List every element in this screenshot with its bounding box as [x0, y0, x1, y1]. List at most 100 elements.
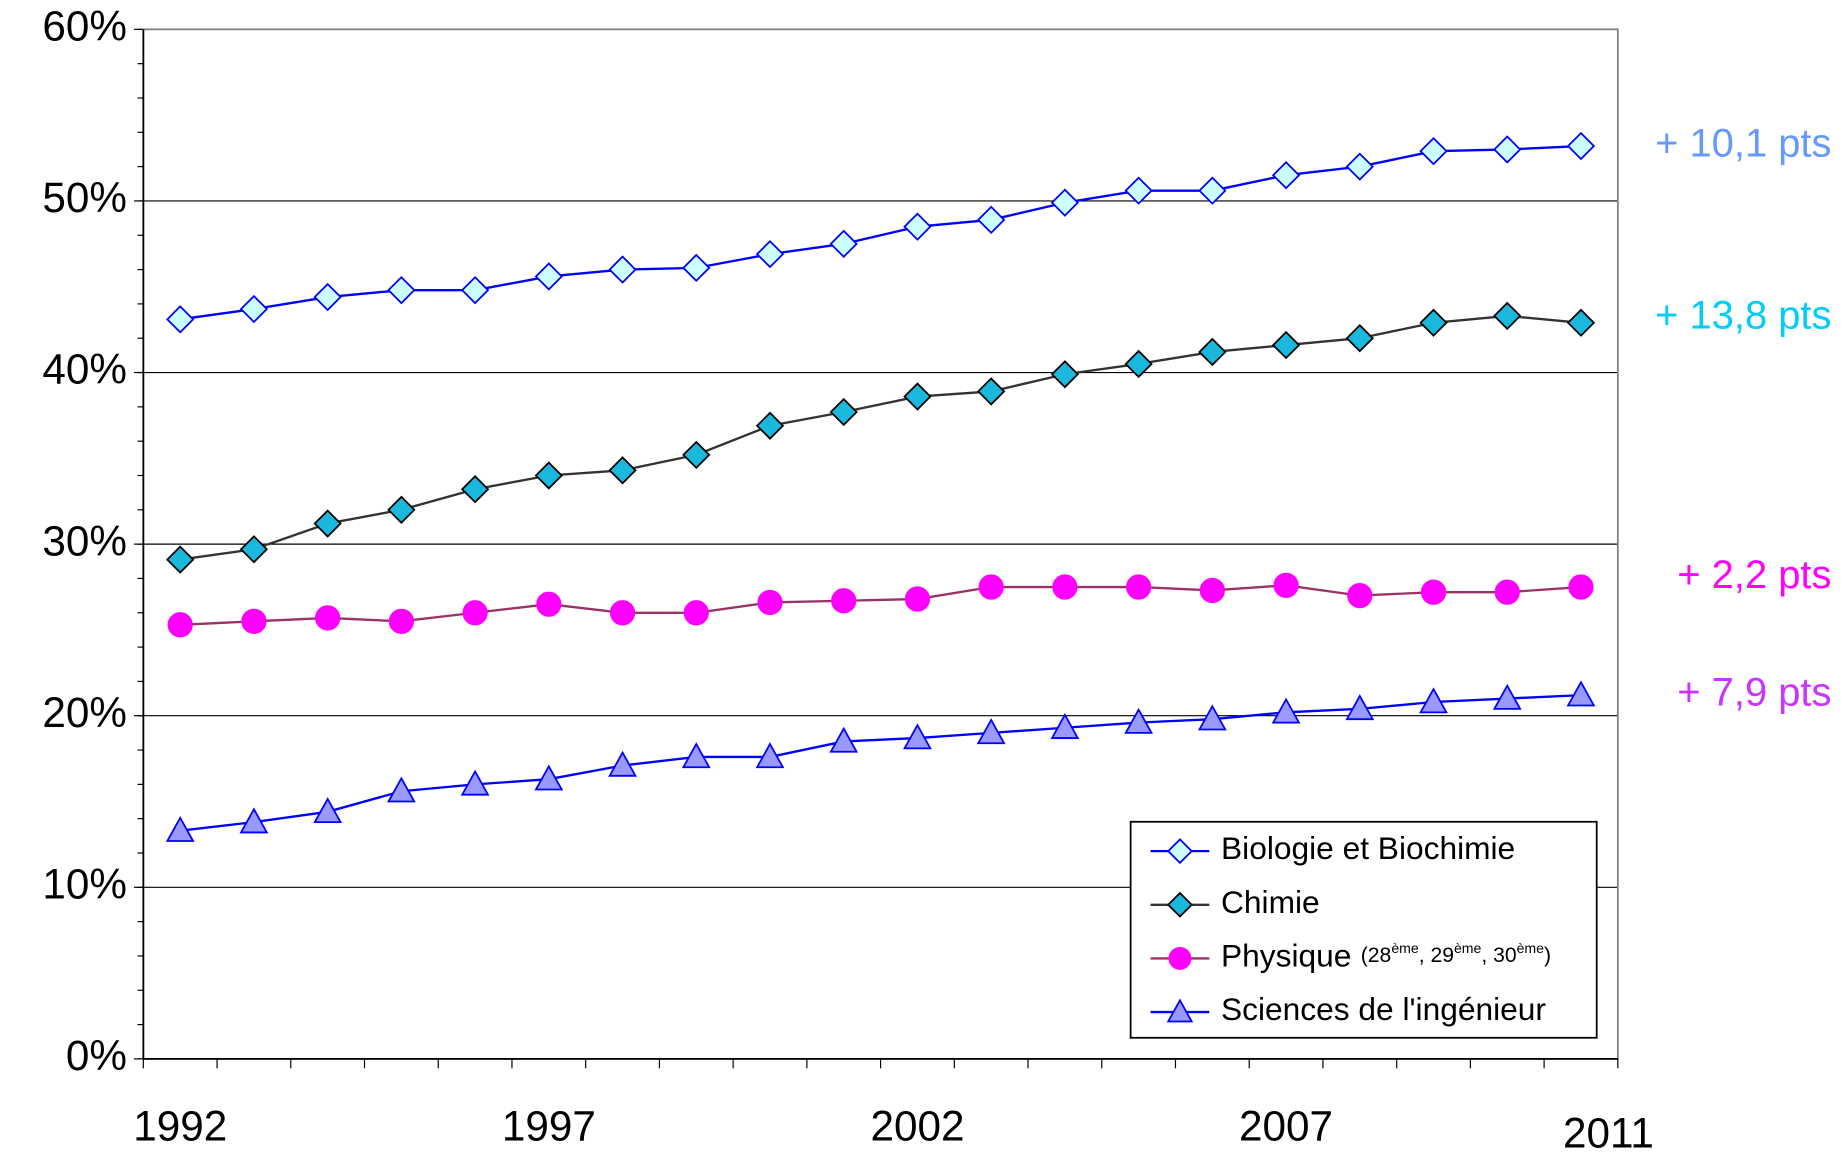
point [388, 608, 414, 634]
point [829, 397, 858, 427]
point [1124, 349, 1153, 379]
legend-note: , 29 [1419, 944, 1454, 967]
point [534, 262, 563, 291]
legend-label: Physique (28ème, 29ème, 30ème) [1221, 938, 1551, 974]
point [1197, 704, 1227, 731]
point [608, 255, 637, 284]
legend-note: , 30 [1481, 944, 1516, 967]
point [166, 545, 195, 574]
point [755, 411, 785, 440]
point [387, 276, 416, 305]
legend-box [1129, 820, 1598, 1039]
point [1050, 188, 1080, 217]
point [903, 382, 932, 411]
point [1273, 572, 1299, 598]
y-tick-label: 40% [42, 346, 127, 393]
legend-item: Biologie et Biochimie [1150, 830, 1515, 866]
annotation: + 2,2 pts [1677, 553, 1831, 597]
point [460, 769, 490, 796]
point [977, 205, 1006, 234]
point [1419, 137, 1448, 166]
series-line [180, 144, 1582, 321]
point [1271, 161, 1301, 190]
point [1345, 152, 1374, 181]
point [313, 282, 342, 312]
legend-name: Physique [1221, 938, 1351, 974]
point [1420, 579, 1447, 605]
point [386, 776, 416, 803]
point [315, 605, 341, 631]
point [755, 239, 785, 269]
point [239, 535, 269, 564]
legend-item: Sciences de l'ingénieur [1150, 991, 1546, 1027]
point [681, 742, 711, 769]
point [1493, 135, 1522, 164]
point [313, 797, 343, 824]
point [1124, 176, 1153, 205]
point [1419, 308, 1448, 337]
point [1345, 694, 1375, 721]
y-tick-label: 10% [42, 860, 127, 907]
point [239, 294, 269, 324]
point [1566, 680, 1596, 707]
point [1271, 330, 1301, 360]
legend-label: Biologie et Biochimie [1221, 830, 1515, 866]
x-tick-label: 2011 [1563, 1110, 1654, 1154]
point [1345, 324, 1374, 353]
point [757, 589, 783, 616]
legend-note: ème [1391, 940, 1419, 956]
point [1271, 697, 1301, 724]
point [460, 475, 490, 504]
point [608, 456, 637, 485]
point [166, 305, 195, 334]
point [976, 718, 1006, 745]
legend-name: Biologie et Biochimie [1221, 830, 1515, 866]
point [903, 723, 932, 750]
point [536, 591, 562, 617]
annotation: + 10,1 pts [1655, 122, 1831, 166]
point [978, 574, 1004, 600]
point [682, 253, 711, 283]
y-tick-label: 30% [42, 517, 127, 564]
point [1566, 308, 1596, 337]
legend-marker [1166, 998, 1194, 1023]
series-line [180, 693, 1582, 832]
point [460, 276, 490, 305]
y-tick-label: 60% [42, 3, 127, 50]
legend-name: Chimie [1221, 884, 1320, 920]
x-tick-label: 2002 [870, 1103, 964, 1150]
point [609, 600, 636, 626]
point [608, 750, 637, 777]
x-tick-label: 2007 [1239, 1103, 1333, 1150]
point [1347, 582, 1373, 609]
x-tick-label: 1992 [133, 1103, 227, 1150]
legend-label: Sciences de l'ingénieur [1221, 991, 1546, 1027]
point [167, 612, 193, 638]
point [534, 461, 563, 490]
series-line [180, 314, 1582, 561]
y-tick-label: 50% [42, 174, 127, 221]
point [1419, 687, 1448, 714]
point [1050, 360, 1080, 389]
point [165, 815, 195, 842]
y-tick-label: 0% [66, 1032, 127, 1079]
legend-item: Physique (28ème, 29ème, 30ème) [1150, 938, 1551, 974]
point [1052, 574, 1078, 600]
point [313, 509, 342, 538]
point [241, 608, 267, 634]
point [829, 726, 859, 753]
legend-marker [1168, 946, 1192, 970]
legend-note: (28 [1361, 944, 1392, 967]
point [1050, 713, 1080, 739]
point [1198, 176, 1227, 205]
point [1493, 301, 1522, 331]
point [462, 600, 488, 626]
x-tick-label: 1997 [502, 1103, 596, 1150]
point [683, 600, 709, 626]
point [534, 764, 564, 791]
y-tick-label: 20% [42, 689, 127, 736]
point [239, 807, 269, 834]
point [977, 377, 1006, 406]
point [1566, 131, 1596, 161]
